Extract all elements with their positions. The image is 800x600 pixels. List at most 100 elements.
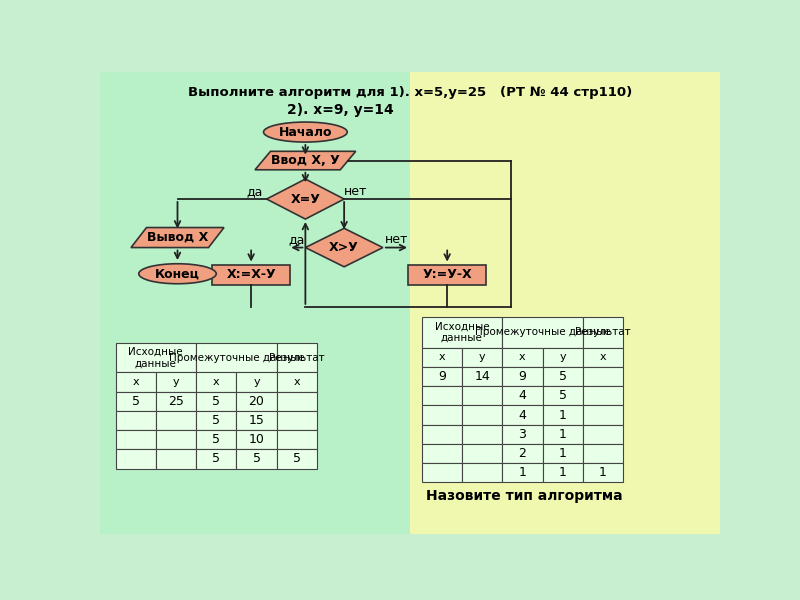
Bar <box>196 411 237 430</box>
Text: 25: 25 <box>168 395 184 407</box>
Text: 5: 5 <box>253 452 261 466</box>
Bar <box>502 444 542 463</box>
Text: 2: 2 <box>518 447 526 460</box>
Text: 5: 5 <box>558 389 566 402</box>
Bar <box>237 430 277 449</box>
Bar <box>237 392 277 411</box>
Bar <box>409 265 486 284</box>
Text: 15: 15 <box>249 414 265 427</box>
Text: 1: 1 <box>558 409 566 422</box>
Bar <box>583 444 623 463</box>
Bar <box>277 343 317 372</box>
Bar <box>115 449 156 469</box>
Bar <box>422 463 462 482</box>
Text: 5: 5 <box>132 395 140 407</box>
Text: Выполните алгоритм для 1). х=5,у=25   (РТ № 44 стр110): Выполните алгоритм для 1). х=5,у=25 (РТ … <box>188 86 632 99</box>
Bar <box>422 386 462 406</box>
Text: 20: 20 <box>249 395 265 407</box>
Bar <box>462 425 502 444</box>
Bar <box>156 392 196 411</box>
Bar <box>115 392 156 411</box>
Bar <box>156 430 196 449</box>
Polygon shape <box>131 227 224 248</box>
Bar <box>422 367 462 386</box>
Bar <box>502 425 542 444</box>
Text: 9: 9 <box>438 370 446 383</box>
Text: Конец: Конец <box>155 267 200 280</box>
Bar <box>462 406 502 425</box>
Bar <box>502 463 542 482</box>
Polygon shape <box>306 229 383 267</box>
Text: Х=У: Х=У <box>290 193 320 206</box>
Text: 9: 9 <box>518 370 526 383</box>
Bar <box>115 343 196 372</box>
Text: Промежуточные данные: Промежуточные данные <box>169 353 304 362</box>
Bar <box>583 425 623 444</box>
Bar <box>542 425 583 444</box>
Text: 2). х=9, у=14: 2). х=9, у=14 <box>287 103 394 117</box>
Text: нет: нет <box>344 185 367 198</box>
Text: Назовите тип алгоритма: Назовите тип алгоритма <box>426 488 622 503</box>
Text: нет: нет <box>385 233 409 247</box>
Bar <box>542 406 583 425</box>
Text: 3: 3 <box>518 428 526 441</box>
Text: 5: 5 <box>293 452 301 466</box>
Ellipse shape <box>138 264 216 284</box>
Bar <box>422 406 462 425</box>
Text: у: у <box>478 352 486 362</box>
Text: х: х <box>600 352 606 362</box>
Bar <box>277 411 317 430</box>
Text: 1: 1 <box>558 428 566 441</box>
Ellipse shape <box>263 122 347 142</box>
Bar <box>583 317 623 347</box>
Text: Промежуточные данные: Промежуточные данные <box>474 327 610 337</box>
Text: Результат: Результат <box>575 327 630 337</box>
Text: У:=У-Х: У:=У-Х <box>422 268 472 281</box>
Bar <box>583 367 623 386</box>
Text: 5: 5 <box>212 452 220 466</box>
Text: 14: 14 <box>474 370 490 383</box>
Bar <box>115 411 156 430</box>
Bar <box>237 411 277 430</box>
Bar <box>462 444 502 463</box>
Text: 5: 5 <box>212 433 220 446</box>
Bar <box>542 386 583 406</box>
Bar <box>583 347 623 367</box>
Text: у: у <box>254 377 260 387</box>
Text: у: у <box>559 352 566 362</box>
Bar <box>462 386 502 406</box>
Text: Начало: Начало <box>278 125 332 139</box>
Text: Результат: Результат <box>269 353 325 362</box>
Bar <box>422 425 462 444</box>
Text: да: да <box>288 233 304 247</box>
Bar <box>196 430 237 449</box>
Bar <box>542 444 583 463</box>
Bar <box>237 449 277 469</box>
Text: 4: 4 <box>518 389 526 402</box>
Bar <box>115 372 156 392</box>
Bar <box>422 317 502 347</box>
Text: да: да <box>247 185 263 198</box>
Bar <box>196 343 277 372</box>
Text: х: х <box>213 377 219 387</box>
Bar <box>156 449 196 469</box>
Bar <box>156 411 196 430</box>
Text: х: х <box>294 377 300 387</box>
Text: Исходные
данные: Исходные данные <box>129 347 183 368</box>
Bar <box>462 463 502 482</box>
Bar <box>196 392 237 411</box>
Polygon shape <box>266 179 344 219</box>
Bar <box>583 463 623 482</box>
Bar <box>462 367 502 386</box>
Text: Ввод Х, У: Ввод Х, У <box>271 154 340 167</box>
Text: 10: 10 <box>249 433 265 446</box>
Bar <box>237 372 277 392</box>
Text: Х>У: Х>У <box>330 241 359 254</box>
Text: 1: 1 <box>518 466 526 479</box>
Bar <box>422 444 462 463</box>
Bar <box>277 372 317 392</box>
Text: 1: 1 <box>599 466 607 479</box>
Bar <box>542 463 583 482</box>
Bar <box>277 430 317 449</box>
Bar <box>502 386 542 406</box>
